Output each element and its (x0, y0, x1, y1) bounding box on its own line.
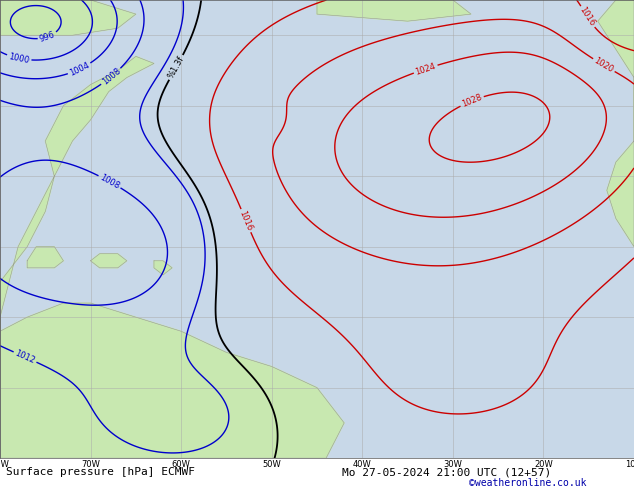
Polygon shape (154, 261, 172, 275)
Text: 1016: 1016 (238, 209, 254, 232)
Text: 1016: 1016 (578, 5, 597, 28)
Polygon shape (317, 0, 471, 21)
Text: 1004: 1004 (68, 60, 91, 77)
Polygon shape (0, 56, 154, 458)
Text: 1008: 1008 (100, 67, 122, 87)
Text: 1012: 1012 (14, 348, 37, 366)
Text: ©weatheronline.co.uk: ©weatheronline.co.uk (469, 478, 586, 489)
Polygon shape (0, 303, 344, 458)
Text: 996: 996 (39, 30, 56, 44)
Text: Surface pressure [hPa] ECMWF: Surface pressure [hPa] ECMWF (6, 467, 195, 477)
Polygon shape (598, 0, 634, 246)
Text: 1008: 1008 (98, 172, 121, 191)
Text: 1000: 1000 (8, 52, 30, 65)
Polygon shape (27, 246, 63, 268)
Text: 1028: 1028 (460, 93, 483, 109)
Text: 1020: 1020 (593, 56, 615, 74)
Polygon shape (0, 0, 136, 35)
Text: %1.3f: %1.3f (166, 54, 186, 80)
Text: 1024: 1024 (414, 61, 437, 76)
Polygon shape (91, 254, 127, 268)
Text: Mo 27-05-2024 21:00 UTC (12+57): Mo 27-05-2024 21:00 UTC (12+57) (342, 467, 552, 477)
